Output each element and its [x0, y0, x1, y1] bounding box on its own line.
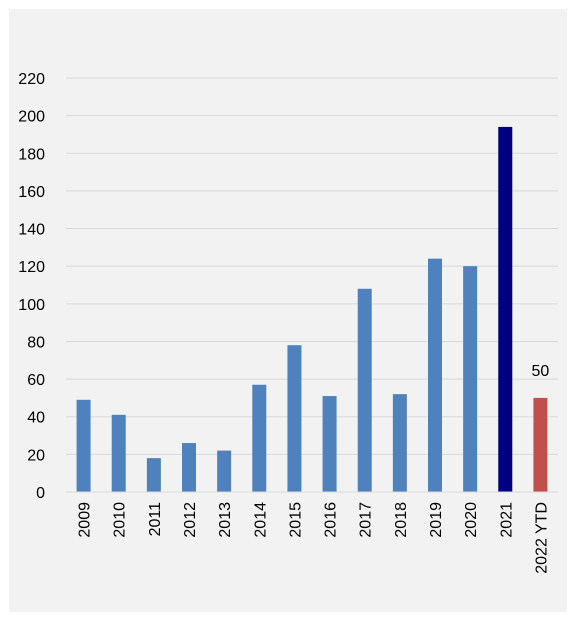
x-tick-label: 2015	[287, 502, 304, 538]
y-tick-label: 40	[27, 410, 45, 427]
y-tick-label: 180	[18, 146, 45, 163]
x-tick-label: 2013	[217, 502, 234, 538]
bar-2015	[287, 345, 302, 492]
y-tick-label: 140	[18, 222, 45, 239]
x-axis-tick-labels: 2009 2010 2011 2012 2013 2014 2015 2016 2017 2018…	[77, 502, 551, 574]
bar-2011	[146, 458, 161, 492]
x-tick-label: 2009	[77, 502, 94, 538]
bar-2018	[392, 394, 407, 492]
y-tick-label: 0	[36, 485, 45, 502]
bars	[76, 126, 548, 492]
bar-2019	[428, 258, 442, 492]
x-tick-label: 2016	[323, 502, 340, 538]
bar-2020	[463, 266, 478, 492]
y-axis-tick-labels: 0 20 40 60 80 100 120 140 160 180 200 220	[18, 71, 45, 502]
y-tick-label: 120	[18, 259, 45, 276]
y-tick-label: 100	[18, 297, 45, 314]
x-tick-label: 2019	[428, 502, 445, 538]
y-tick-label: 20	[27, 447, 45, 464]
x-tick-label: 2010	[112, 502, 129, 538]
bar-2022-ytd	[533, 397, 548, 492]
data-labels: 50	[532, 363, 550, 380]
y-tick-label: 80	[27, 334, 45, 351]
bar-2016	[322, 396, 337, 492]
x-tick-label: 2021	[498, 502, 515, 538]
x-tick-label: 2014	[252, 502, 269, 538]
bar-2013	[217, 450, 232, 492]
x-tick-label: 2020	[463, 502, 480, 538]
bar-2009	[76, 399, 91, 492]
x-tick-label: 2018	[393, 502, 410, 538]
gridlines	[66, 77, 558, 455]
y-tick-label: 160	[18, 184, 45, 201]
bar-2012	[182, 443, 196, 492]
data-label: 50	[532, 363, 550, 380]
y-tick-label: 200	[18, 109, 45, 126]
x-tick-label: 2011	[147, 502, 164, 537]
bar-2021	[498, 126, 513, 492]
bar-2014	[252, 384, 267, 492]
x-tick-label: 2022 YTD	[533, 502, 550, 574]
bar-2017	[357, 288, 372, 492]
x-tick-label: 2012	[182, 502, 199, 538]
y-tick-label: 60	[27, 372, 45, 389]
y-tick-label: 220	[18, 71, 45, 88]
bar-2010	[111, 414, 126, 492]
x-tick-label: 2017	[358, 502, 375, 538]
